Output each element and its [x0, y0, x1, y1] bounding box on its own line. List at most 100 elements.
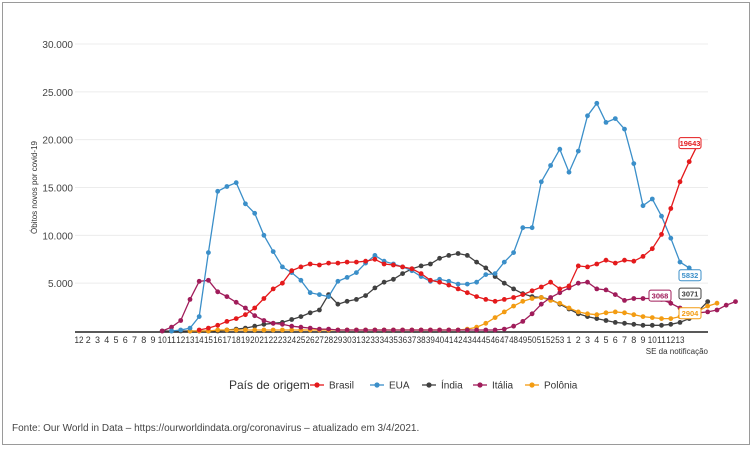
- data-point: [159, 328, 165, 334]
- data-point: [622, 298, 627, 303]
- x-tick-label: 18: [232, 335, 241, 345]
- data-point: [631, 321, 637, 327]
- data-point: [612, 292, 618, 297]
- end-label-box: [678, 269, 702, 282]
- data-point: [733, 299, 738, 304]
- data-point: [575, 280, 581, 286]
- data-point: [215, 289, 221, 295]
- data-point: [455, 281, 461, 287]
- data-point: [529, 296, 535, 301]
- x-tick-label: 10: [158, 335, 167, 345]
- data-point: [215, 327, 221, 333]
- data-point: [169, 328, 174, 334]
- data-point: [437, 255, 442, 261]
- data-point: [270, 249, 276, 255]
- data-point: [529, 311, 535, 317]
- data-point: [400, 271, 405, 276]
- data-point: [677, 259, 683, 265]
- series-índia: [159, 251, 711, 334]
- x-tick-label: 33: [370, 335, 379, 345]
- x-tick-label: 15: [204, 335, 213, 345]
- x-tick-label: 2: [576, 335, 581, 345]
- data-point: [243, 312, 248, 318]
- data-point: [677, 179, 683, 185]
- x-tick-label: 14: [195, 335, 204, 345]
- data-point: [400, 264, 405, 270]
- x-tick-label: 42: [454, 335, 463, 345]
- data-point: [603, 310, 609, 316]
- data-point: [585, 113, 590, 119]
- data-point: [261, 232, 267, 238]
- x-tick-label: 11: [167, 335, 176, 345]
- data-point: [252, 313, 258, 319]
- legend-marker: [374, 382, 380, 388]
- legend-label: EUA: [389, 381, 410, 392]
- data-point: [686, 159, 692, 165]
- data-point: [298, 277, 304, 283]
- data-point: [511, 250, 516, 256]
- data-point: [585, 311, 590, 317]
- data-point: [631, 312, 637, 318]
- legend-marker: [529, 382, 535, 388]
- data-point: [381, 279, 387, 285]
- x-tick-label: 23: [278, 335, 287, 345]
- data-point: [418, 271, 424, 276]
- end-label-text: 2904: [682, 309, 700, 318]
- data-point: [575, 263, 581, 269]
- data-point: [492, 271, 498, 276]
- x-tick-label: 11: [657, 335, 666, 345]
- data-point: [243, 201, 248, 207]
- x-tick-label: 30: [343, 335, 352, 345]
- data-point: [317, 326, 322, 332]
- data-point: [428, 261, 433, 267]
- data-point: [206, 250, 211, 256]
- data-point: [464, 253, 470, 258]
- data-point: [566, 169, 572, 175]
- data-point: [455, 327, 461, 333]
- data-point: [409, 266, 415, 272]
- series-line: [161, 279, 736, 332]
- data-point: [492, 327, 498, 333]
- end-label-text: 19643: [680, 139, 701, 148]
- data-point: [289, 327, 295, 333]
- x-tick-label: 50: [528, 335, 537, 345]
- y-axis-title: Óbitos novos por covid-19: [30, 140, 39, 233]
- series-line: [190, 296, 718, 332]
- data-point: [344, 298, 350, 304]
- data-point: [557, 290, 563, 296]
- data-point: [649, 196, 655, 202]
- data-point: [548, 279, 553, 285]
- x-tick-label: 28: [324, 335, 333, 345]
- data-point: [363, 327, 368, 333]
- data-point: [575, 148, 581, 154]
- data-point: [418, 263, 424, 269]
- data-point: [474, 294, 479, 299]
- x-tick-label: 7: [132, 335, 137, 345]
- data-point: [455, 251, 461, 256]
- x-tick-label: 41: [444, 335, 453, 345]
- x-tick-label: 46: [491, 335, 500, 345]
- data-point: [437, 327, 442, 333]
- data-point: [354, 297, 359, 302]
- data-point: [344, 275, 350, 280]
- data-point: [640, 314, 646, 319]
- data-point: [538, 295, 544, 300]
- x-tick-label: 8: [141, 335, 146, 345]
- data-point: [252, 323, 258, 329]
- data-point: [196, 314, 202, 319]
- source-note: Fonte: Our World in Data – https://ourwo…: [12, 423, 420, 434]
- end-labels: 19643 5832 3071 3068 2904: [648, 137, 702, 320]
- data-point: [464, 290, 470, 296]
- data-point: [612, 320, 618, 325]
- data-point: [261, 327, 267, 333]
- data-point: [483, 297, 489, 302]
- data-point: [335, 327, 341, 333]
- x-tick-label: 9: [641, 335, 646, 345]
- end-label-box: [678, 307, 702, 320]
- x-tick-label: 38: [417, 335, 426, 345]
- data-point: [196, 327, 202, 333]
- data-point: [603, 257, 609, 263]
- data-point: [252, 305, 258, 311]
- x-tick-label: 32: [361, 335, 370, 345]
- x-tick-label: 3: [95, 335, 100, 345]
